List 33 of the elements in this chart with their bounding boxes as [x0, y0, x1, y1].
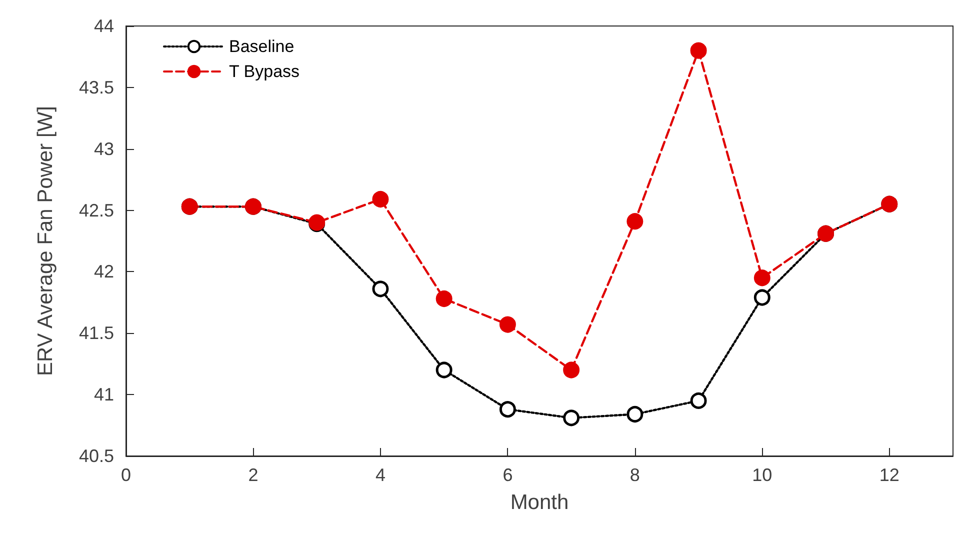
- point: [690, 42, 707, 59]
- point: [436, 362, 452, 378]
- point: [626, 406, 644, 422]
- y-tick-label: 42.5: [78, 200, 114, 220]
- point: [690, 392, 707, 409]
- y-tick-label: 41.5: [78, 323, 114, 344]
- x-tick-label: 6: [502, 465, 513, 485]
- point: [372, 190, 389, 208]
- point: [563, 362, 580, 378]
- x-tick-label: 8: [630, 465, 640, 485]
- y-tick-label: 43.5: [78, 77, 114, 98]
- y-tick-label: 41: [94, 384, 114, 405]
- point: [499, 401, 516, 418]
- x-tick-label: 12: [879, 465, 900, 485]
- point: [626, 213, 644, 230]
- y-axis-title: ERV Average Fan Power [W]: [34, 106, 57, 376]
- point: [563, 410, 580, 426]
- point: [499, 316, 516, 333]
- x-tick-label: 10: [752, 465, 772, 485]
- point: [372, 280, 389, 298]
- y-tick-label: 42: [94, 262, 114, 282]
- legend-label: Baseline: [229, 37, 294, 56]
- point: [754, 270, 770, 286]
- point: [436, 290, 452, 307]
- y-tick-label: 43: [94, 138, 114, 159]
- y-tick-label: 44: [94, 16, 114, 36]
- point: [754, 289, 770, 306]
- x-axis-title: Month: [510, 491, 569, 514]
- x-tick-label: 0: [120, 465, 132, 485]
- legend-label: T Bypass: [229, 62, 300, 81]
- y-tick-label: 40.5: [78, 446, 114, 466]
- x-tick-label: 4: [375, 465, 386, 485]
- x-tick-label: 2: [248, 465, 258, 485]
